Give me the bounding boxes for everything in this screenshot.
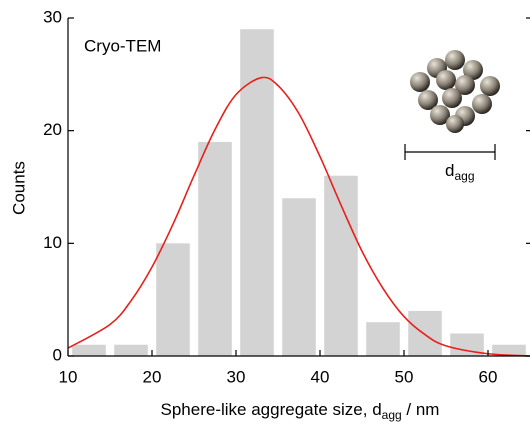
plot — [67, 17, 530, 357]
bar — [492, 344, 526, 356]
bar — [156, 243, 190, 356]
x-tick-label: 10 — [59, 367, 78, 386]
y-tick-label: 20 — [43, 120, 62, 139]
x-label-tail: / nm — [402, 400, 440, 419]
bar — [324, 175, 358, 356]
y-tick-label: 10 — [43, 233, 62, 252]
x-tick-label: 40 — [311, 367, 330, 386]
bar — [198, 141, 232, 356]
y-tick-label: 30 — [43, 7, 62, 26]
inset-label: dagg — [445, 161, 475, 183]
inset-label-main: d — [445, 161, 454, 180]
bar — [282, 198, 316, 356]
x-tick-label: 60 — [479, 367, 498, 386]
x-tick-label: 50 — [395, 367, 414, 386]
y-tick-label: 0 — [53, 345, 62, 364]
x-tick-label: 20 — [143, 367, 162, 386]
fit-curve — [67, 76, 530, 357]
x-label-main: Sphere-like aggregate size, d — [161, 400, 382, 419]
bar — [240, 29, 274, 357]
bar — [450, 333, 484, 356]
bar — [366, 322, 400, 356]
bar — [114, 344, 148, 356]
inset-label-sub: agg — [454, 169, 474, 183]
inset-icon — [404, 50, 500, 160]
bar — [72, 344, 106, 356]
x-axis-label: Sphere-like aggregate size, dagg / nm — [161, 400, 440, 422]
y-axis-label: Counts — [9, 161, 28, 215]
x-tick-label: 30 — [227, 367, 246, 386]
bar — [408, 310, 442, 356]
x-label-sub: agg — [382, 408, 402, 422]
annotation: Cryo-TEM — [84, 36, 161, 55]
